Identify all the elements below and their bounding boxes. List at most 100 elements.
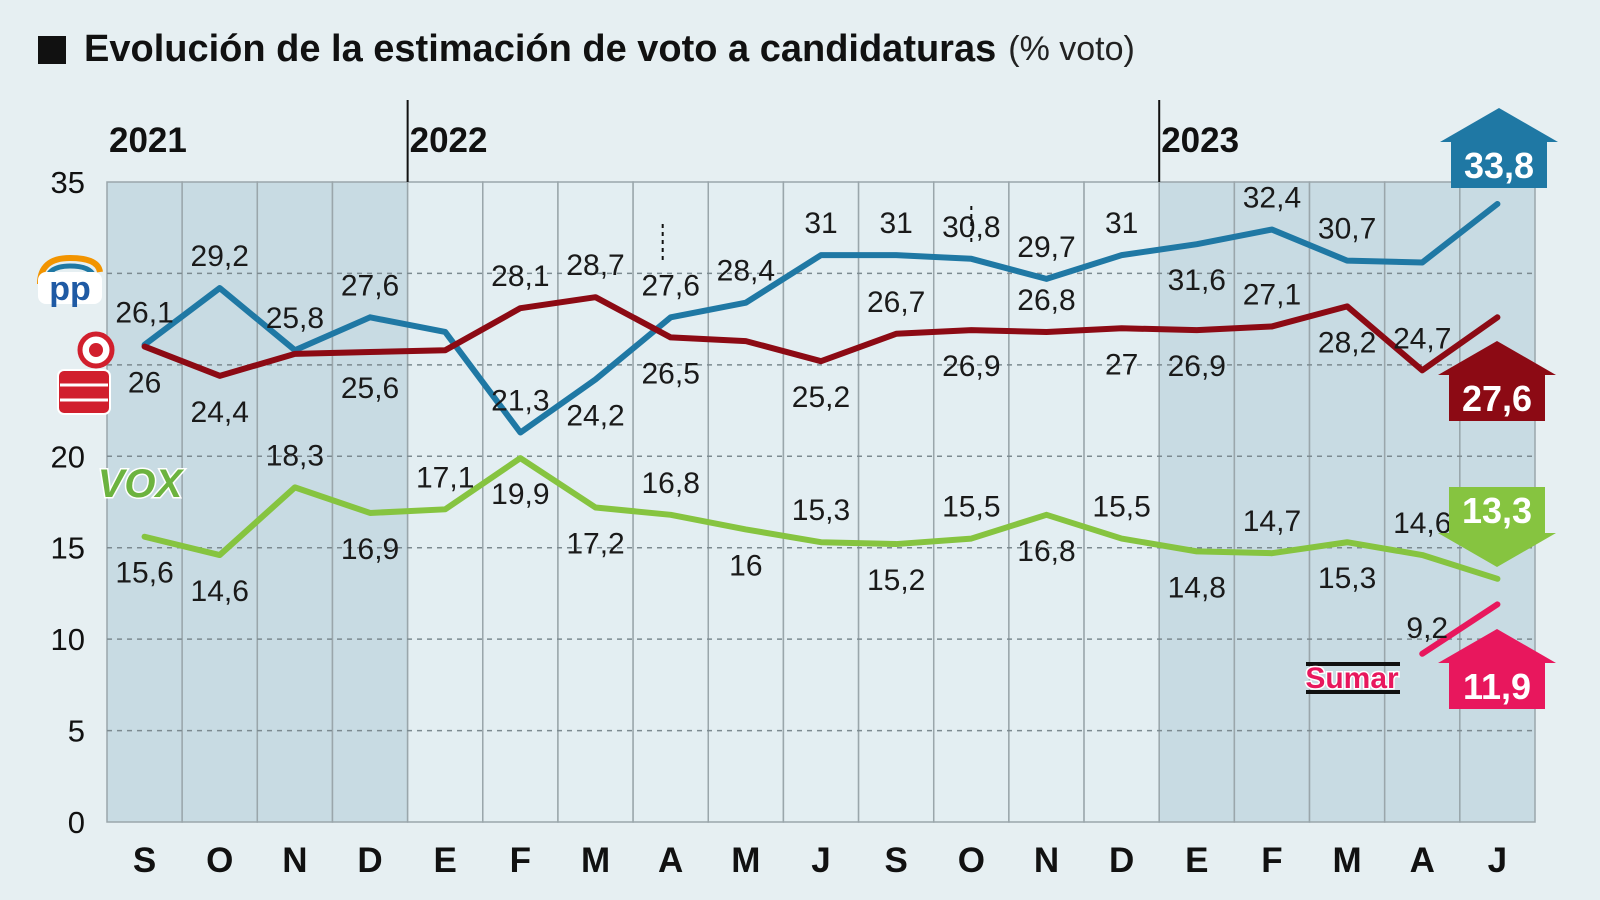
data-label-psoe-0: 26 bbox=[128, 367, 161, 400]
psoe-logo-icon bbox=[57, 331, 115, 415]
data-label-pp-3: 27,6 bbox=[341, 269, 399, 302]
data-label-psoe-16: 28,2 bbox=[1318, 326, 1376, 359]
badge-vox-value: 13,3 bbox=[1462, 490, 1532, 531]
month-column-16 bbox=[1308, 181, 1386, 823]
pp-logo-bg bbox=[38, 272, 102, 304]
data-label-pp-7: 27,6 bbox=[641, 269, 699, 302]
data-label-pp-10: 31 bbox=[879, 207, 912, 240]
data-label-vox-11: 15,5 bbox=[942, 491, 1000, 524]
y-tick-label-20: 20 bbox=[51, 439, 85, 474]
x-tick-label-7: A bbox=[658, 841, 683, 880]
data-label-vox-16: 15,3 bbox=[1318, 562, 1376, 595]
badge-psoe-body bbox=[1449, 375, 1545, 421]
chart-title-unit: (% voto) bbox=[1008, 30, 1135, 68]
data-label-vox-4: 17,1 bbox=[416, 461, 474, 494]
data-label-psoe-1: 24,4 bbox=[191, 396, 249, 429]
x-tick-label-9: J bbox=[811, 841, 830, 880]
month-column-5 bbox=[482, 181, 559, 823]
month-column-14 bbox=[1158, 181, 1236, 823]
x-tick-label-11: O bbox=[958, 841, 985, 880]
data-label-psoe-3: 25,6 bbox=[341, 372, 399, 405]
data-label-vox-6: 17,2 bbox=[566, 527, 624, 560]
badge-psoe-value: 27,6 bbox=[1462, 378, 1532, 419]
x-tick-label-17: A bbox=[1410, 841, 1435, 880]
data-label-pp-8: 28,4 bbox=[717, 255, 775, 288]
x-tick-label-12: N bbox=[1034, 841, 1059, 880]
data-label-sumar-17: 9,2 bbox=[1406, 612, 1448, 645]
data-label-vox-1: 14,6 bbox=[191, 575, 249, 608]
badge-pp: 33,8 bbox=[1440, 108, 1558, 188]
badge-vox-body bbox=[1449, 487, 1545, 533]
data-label-psoe-9: 25,2 bbox=[792, 381, 850, 414]
data-label-psoe-12: 26,8 bbox=[1017, 284, 1075, 317]
month-column-12 bbox=[1008, 181, 1085, 823]
sumar-logo-text: Sumar bbox=[1305, 662, 1399, 695]
data-label-pp-0: 26,1 bbox=[115, 297, 173, 330]
data-label-pp-5: 21,3 bbox=[491, 385, 549, 418]
x-tick-label-5: F bbox=[510, 841, 531, 880]
x-tick-label-16: M bbox=[1333, 841, 1362, 880]
data-label-vox-9: 15,3 bbox=[792, 494, 850, 527]
series-line-psoe bbox=[141, 294, 1501, 379]
badge-pp-value: 33,8 bbox=[1464, 145, 1534, 186]
sumar-logo: Sumar bbox=[1304, 661, 1401, 697]
x-tick-label-3: D bbox=[357, 841, 382, 880]
pp-logo: pp bbox=[37, 254, 103, 308]
pp-logo-text: pp bbox=[49, 270, 91, 308]
title-square-icon bbox=[38, 35, 66, 64]
y-tick-label-35: 35 bbox=[51, 165, 85, 200]
badge-pp-body bbox=[1451, 142, 1547, 188]
badge-vox: 13,3 bbox=[1438, 487, 1556, 567]
data-label-vox-8: 16 bbox=[729, 549, 762, 582]
month-column-9 bbox=[782, 181, 860, 823]
data-label-psoe-7: 26,5 bbox=[641, 357, 699, 390]
month-column-17 bbox=[1383, 181, 1461, 823]
data-label-pp-13: 31 bbox=[1105, 207, 1138, 240]
month-column-13 bbox=[1083, 181, 1160, 823]
data-label-pp-1: 29,2 bbox=[191, 240, 249, 273]
x-tick-label-0: S bbox=[133, 841, 156, 880]
x-tick-label-10: S bbox=[884, 841, 907, 880]
x-tick-label-18: J bbox=[1488, 841, 1507, 880]
x-tick-label-6: M bbox=[581, 841, 610, 880]
month-column-2 bbox=[256, 181, 334, 823]
series-line-vox bbox=[141, 455, 1501, 582]
data-label-psoe-5: 28,1 bbox=[491, 260, 549, 293]
data-label-psoe-15: 27,1 bbox=[1243, 278, 1301, 311]
data-label-vox-10: 15,2 bbox=[867, 564, 925, 597]
month-column-1 bbox=[181, 181, 259, 823]
y-tick-label-5: 5 bbox=[68, 714, 85, 749]
data-label-vox-12: 16,8 bbox=[1017, 535, 1075, 568]
data-label-psoe-10: 26,7 bbox=[867, 286, 925, 319]
data-label-pp-15: 32,4 bbox=[1243, 182, 1301, 215]
y-tick-label-0: 0 bbox=[68, 805, 85, 840]
x-tick-label-13: D bbox=[1109, 841, 1134, 880]
data-label-pp-12: 29,7 bbox=[1017, 231, 1075, 264]
data-label-pp-6: 24,2 bbox=[566, 399, 624, 432]
data-label-vox-0: 15,6 bbox=[115, 557, 173, 590]
badge-pp-arrow-up-icon bbox=[1440, 108, 1558, 142]
month-column-7 bbox=[632, 181, 710, 823]
badge-sumar-body bbox=[1449, 663, 1545, 709]
x-tick-label-8: M bbox=[731, 841, 760, 880]
year-label-2022: 2022 bbox=[410, 121, 488, 160]
badge-sumar-arrow-up-icon bbox=[1438, 629, 1556, 663]
data-label-psoe-13: 27 bbox=[1105, 348, 1138, 381]
series-line-sumar bbox=[1419, 601, 1501, 657]
data-label-psoe-17: 24,7 bbox=[1393, 322, 1451, 355]
data-label-pp-9: 31 bbox=[804, 207, 837, 240]
badge-psoe: 27,6 bbox=[1438, 341, 1556, 421]
badge-psoe-arrow-up-icon bbox=[1438, 341, 1556, 375]
x-tick-label-4: E bbox=[434, 841, 457, 880]
month-column-6 bbox=[557, 181, 634, 823]
badge-sumar: 11,9 bbox=[1438, 629, 1556, 709]
data-label-vox-3: 16,9 bbox=[341, 533, 399, 566]
year-label-2021: 2021 bbox=[109, 121, 187, 160]
x-tick-label-2: N bbox=[282, 841, 307, 880]
data-label-vox-7: 16,8 bbox=[641, 467, 699, 500]
data-label-vox-14: 14,8 bbox=[1168, 571, 1226, 604]
data-label-pp-2: 25,8 bbox=[266, 302, 324, 335]
data-label-psoe-11: 26,9 bbox=[942, 350, 1000, 383]
data-label-pp-14: 31,6 bbox=[1168, 264, 1226, 297]
